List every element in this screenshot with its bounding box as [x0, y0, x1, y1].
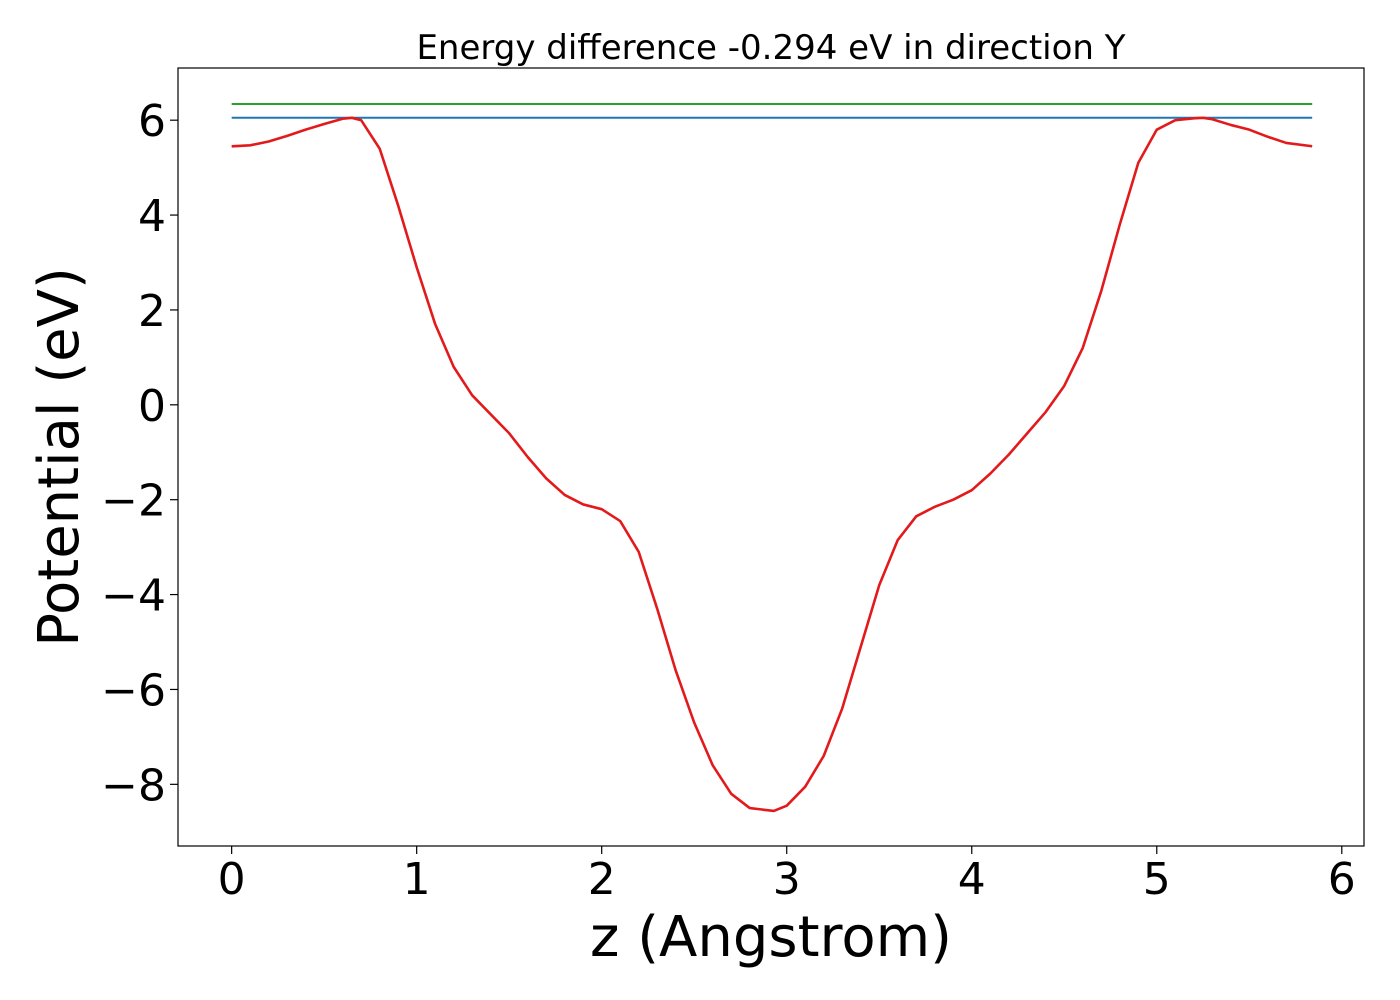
y-tick-label: 6	[138, 96, 166, 147]
x-tick-label: 5	[1143, 854, 1171, 905]
x-tick-label: 6	[1328, 854, 1356, 905]
y-tick-label: −6	[101, 665, 166, 716]
plot-frame	[177, 67, 1365, 847]
x-tick-label: 4	[958, 854, 986, 905]
x-tick-label: 3	[773, 854, 801, 905]
y-tick-label: 0	[138, 381, 166, 432]
series-line-3	[231, 116, 1313, 813]
x-tick-label: 0	[218, 854, 246, 905]
plot-background	[178, 68, 1364, 846]
x-tick-label: 2	[588, 854, 616, 905]
x-axis-title: z (Angstrom)	[590, 905, 952, 970]
y-tick-label: −2	[101, 476, 166, 527]
series-layer	[231, 103, 1313, 813]
chart-title: Energy difference -0.294 eV in direction…	[416, 28, 1125, 68]
y-tick-label: −4	[101, 571, 166, 622]
y-tick-label: 4	[138, 191, 166, 242]
y-tick-label: 2	[138, 286, 166, 337]
y-axis-ticks: 6 4 2 0 −2 −4 −6 −8	[101, 96, 178, 811]
x-axis-ticks: 0 1 2 3 4 5 6	[218, 846, 1356, 905]
y-tick-label: −8	[101, 760, 166, 811]
x-tick-label: 1	[403, 854, 431, 905]
y-axis-title: Potential (eV)	[27, 267, 92, 647]
